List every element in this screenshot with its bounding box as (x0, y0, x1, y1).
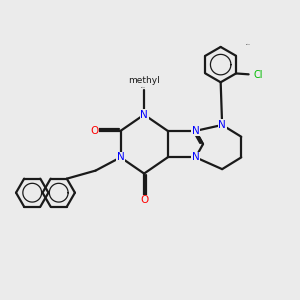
Text: Cl: Cl (254, 70, 263, 80)
Text: methyl: methyl (246, 44, 251, 46)
Text: O: O (140, 195, 148, 205)
Text: N: N (117, 152, 124, 162)
Text: methyl: methyl (142, 84, 146, 85)
Text: O: O (90, 126, 98, 136)
Text: methyl: methyl (128, 76, 160, 85)
Text: N: N (192, 126, 200, 136)
Text: N: N (140, 110, 148, 120)
Text: N: N (192, 152, 200, 162)
Text: methyl: methyl (142, 81, 146, 82)
Text: N: N (218, 120, 226, 130)
Text: methyl: methyl (141, 87, 146, 88)
